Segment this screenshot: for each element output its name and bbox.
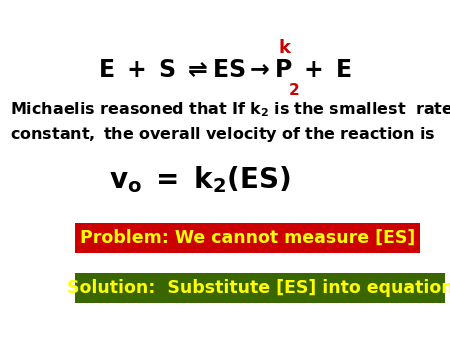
Bar bbox=[75, 273, 445, 303]
Text: $\mathbf{constant,\ the\ overall\ velocity\ of\ the\ reaction\ is}$: $\mathbf{constant,\ the\ overall\ veloci… bbox=[10, 125, 436, 145]
Text: $\mathbf{E \ + \ S \ \rightleftharpoons ES \rightarrow P \ + \ E}$: $\mathbf{E \ + \ S \ \rightleftharpoons … bbox=[98, 58, 352, 82]
Bar bbox=[75, 223, 420, 253]
Text: $\mathbf{2}$: $\mathbf{2}$ bbox=[288, 82, 300, 98]
Text: $\mathbf{Michaelis\ reasoned\ that\ If\ k_2\ is\ the\ smallest\ \ rate}$: $\mathbf{Michaelis\ reasoned\ that\ If\ … bbox=[10, 101, 450, 119]
Text: Solution:  Substitute [ES] into equation: Solution: Substitute [ES] into equation bbox=[67, 279, 450, 297]
Text: $\mathbf{k}$: $\mathbf{k}$ bbox=[278, 39, 292, 57]
Text: Problem: We cannot measure [ES]: Problem: We cannot measure [ES] bbox=[80, 229, 415, 247]
Text: $\mathbf{v_o \ = \ k_2(ES)}$: $\mathbf{v_o \ = \ k_2(ES)}$ bbox=[109, 165, 291, 195]
